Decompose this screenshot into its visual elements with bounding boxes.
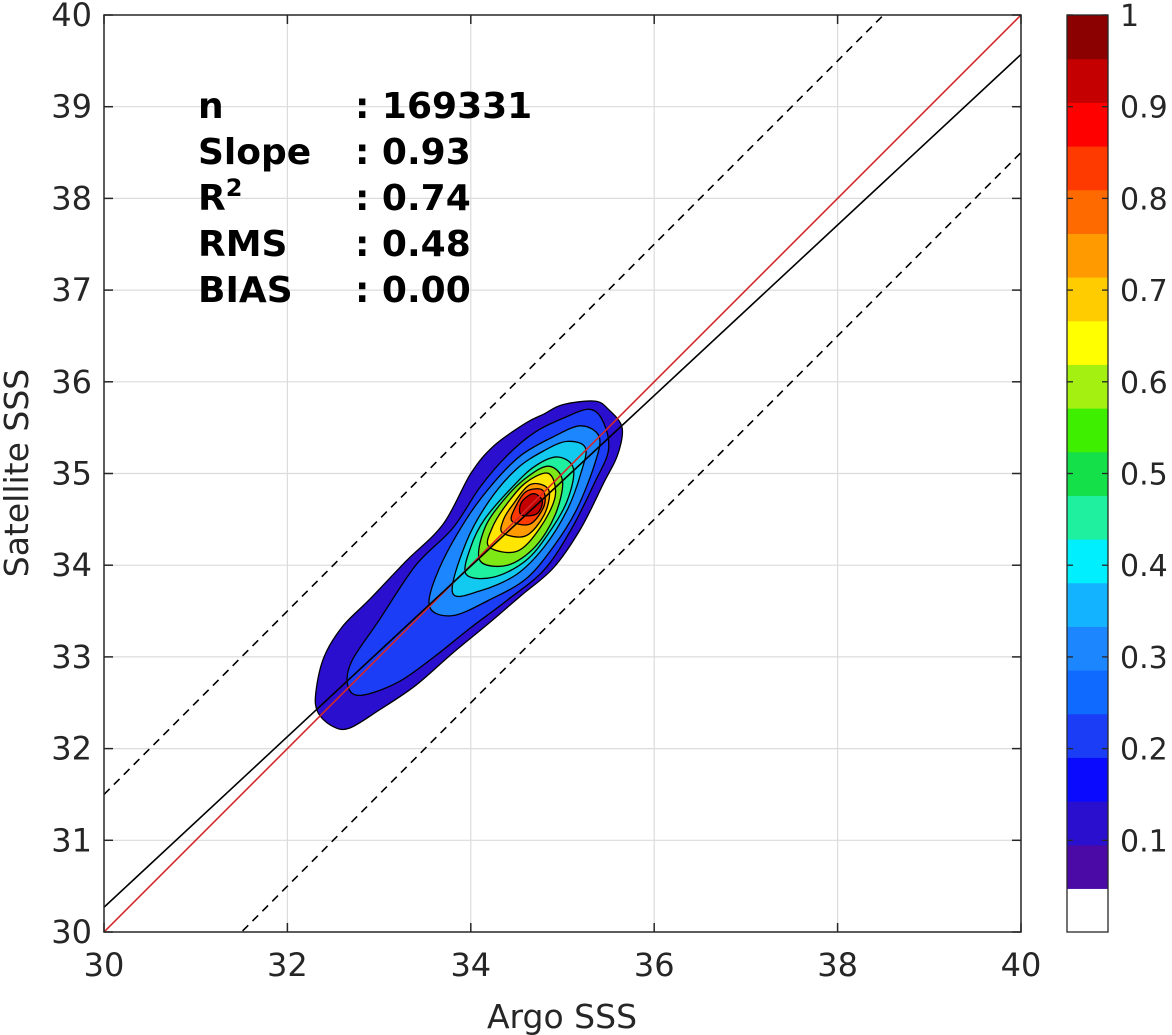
colorbar-segment [1067, 844, 1108, 889]
y-tick-label: 38 [51, 179, 92, 217]
colorbar-tick-label: 0.5 [1120, 458, 1168, 493]
colorbar-segment [1067, 626, 1108, 671]
reference-lines [104, 15, 1021, 932]
stat-value: : 0.74 [355, 178, 471, 219]
colorbar-tick-label: 0.3 [1120, 641, 1168, 676]
colorbar-tick-label: 0.6 [1120, 366, 1168, 401]
reference-line-1 [104, 15, 1021, 932]
colorbar-segment [1067, 539, 1108, 584]
colorbar-segment [1067, 146, 1108, 191]
stat-label: BIAS [198, 270, 293, 311]
x-tick-label: 34 [450, 946, 491, 984]
reference-line-4 [240, 151, 1021, 932]
colorbar-segment [1067, 320, 1108, 365]
x-tick-label: 40 [1001, 946, 1042, 984]
colorbar-tick-label: 1 [1120, 0, 1139, 34]
colorbar-tick-label: 0.9 [1120, 91, 1168, 126]
stat-label: R2 [198, 174, 242, 219]
stat-value: : 0.93 [355, 132, 471, 173]
stat-value: : 0.00 [355, 270, 471, 311]
x-tick-label: 32 [267, 946, 308, 984]
colorbar-segment [1067, 801, 1108, 846]
colorbar-segment [1067, 888, 1108, 933]
y-tick-label: 35 [51, 455, 92, 493]
stat-label: Slope [198, 132, 311, 173]
colorbar-segment [1067, 582, 1108, 627]
colorbar-segment [1067, 670, 1108, 715]
y-tick-label: 31 [51, 821, 92, 859]
colorbar-segment [1067, 189, 1108, 234]
colorbar-tick-label: 0.1 [1120, 824, 1168, 859]
colorbar-segment [1067, 15, 1108, 60]
reference-line-2 [104, 53, 1021, 908]
colorbar-tick-label: 0.7 [1120, 274, 1168, 309]
y-tick-label: 37 [51, 271, 92, 309]
reference-line-3 [104, 15, 885, 796]
y-tick-label: 32 [51, 730, 92, 768]
colorbar-tick-label: 0.4 [1120, 549, 1168, 584]
x-tick-label: 36 [634, 946, 675, 984]
colorbar-segment [1067, 364, 1108, 409]
colorbar-segment [1067, 451, 1108, 496]
axis-ticks: 30 32 34 36 38 40 30 31 32 33 34 35 36 37 38 39 40 [51, 0, 1041, 984]
colorbar-segment [1067, 408, 1108, 453]
y-tick-label: 39 [51, 88, 92, 126]
colorbar-tick-label: 0.8 [1120, 182, 1168, 217]
colorbar-segment [1067, 233, 1108, 278]
colorbar-segment [1067, 102, 1108, 147]
colorbar: 0.1 0.2 0.3 0.4 0.5 0.6 0.7 0.8 0.9 1 [1066, 0, 1168, 933]
stats-box: n : 169331 Slope : 0.93 R2 : 0.74 RMS : 0.48 BIA… [198, 86, 532, 311]
colorbar-segment [1067, 58, 1108, 103]
y-axis-label: Satellite SSS [0, 369, 36, 578]
y-tick-label: 34 [51, 546, 92, 584]
stat-label: n [198, 86, 224, 127]
x-tick-label: 38 [817, 946, 858, 984]
colorbar-segment [1067, 757, 1108, 802]
y-tick-label: 33 [51, 638, 92, 676]
colorbar-tick-label: 0.2 [1120, 733, 1168, 768]
y-tick-label: 30 [51, 913, 92, 951]
stat-value: : 169331 [355, 86, 532, 127]
colorbar-segment [1067, 713, 1108, 758]
y-tick-label: 40 [51, 0, 92, 34]
stat-label: RMS [198, 224, 287, 265]
x-axis-label: Argo SSS [487, 997, 637, 1035]
colorbar-segment [1067, 495, 1108, 540]
x-tick-label: 30 [84, 946, 125, 984]
stat-value: : 0.48 [355, 224, 471, 265]
colorbar-segment [1067, 277, 1108, 322]
y-tick-label: 36 [51, 363, 92, 401]
